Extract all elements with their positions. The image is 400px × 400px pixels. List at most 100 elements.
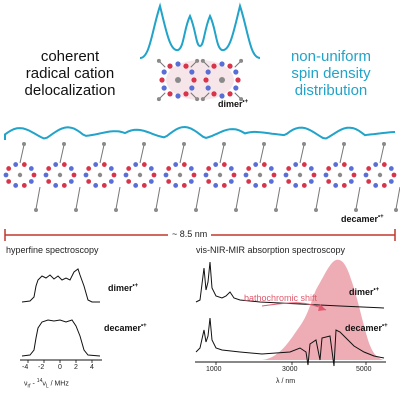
decamer-atom — [173, 162, 179, 167]
bond — [195, 186, 201, 210]
absorption-dimer-text: dimer — [349, 287, 374, 297]
decamer-atom — [46, 179, 52, 184]
absorption-panel — [195, 259, 386, 367]
dimer-atom — [219, 93, 225, 99]
decamer-atom — [311, 172, 317, 178]
decamer-aryl-atom — [342, 142, 346, 146]
absorption-decamer-label: decamer•+ — [345, 323, 388, 333]
left-caption-line-2: radical cation — [25, 65, 115, 82]
hyperfine-xlabel-L: L — [45, 383, 49, 390]
decamer-atom — [246, 166, 252, 171]
dimer-atom — [211, 63, 217, 69]
bond — [355, 186, 361, 210]
bond — [35, 186, 41, 210]
dimer-atom — [227, 91, 233, 97]
decamer-atom — [388, 179, 394, 184]
decamer-aryl-atom — [222, 142, 226, 146]
decamer-aryl-atom — [314, 208, 318, 212]
decamer-atom — [148, 166, 154, 171]
dimer-aryl-atom — [195, 97, 200, 102]
decamer-atom — [28, 179, 34, 184]
right-caption: non-uniform spin density distribution — [262, 48, 400, 99]
decamer-atom — [101, 162, 107, 167]
bond — [19, 144, 25, 164]
decamer-atom — [191, 172, 197, 178]
decamer-atom — [213, 162, 219, 167]
hyperfine-tick-3: 0 — [58, 364, 62, 371]
decamer-aryl-atom — [34, 208, 38, 212]
hyperfine-xlabel-minus: - — [30, 380, 37, 388]
hyperfine-panel — [20, 268, 102, 363]
bond — [234, 61, 241, 68]
decamer-atom — [221, 183, 227, 188]
dimer-atom — [211, 91, 217, 97]
left-caption-line-3: delocalization — [24, 82, 116, 99]
absorption-decamer-trace — [195, 317, 385, 367]
decamer-atom — [243, 172, 249, 178]
dimer-atom — [235, 77, 241, 83]
dimer-atom — [189, 85, 195, 91]
dimer-aryl-atom — [156, 97, 161, 102]
hyperfine-decamer-label: decamer•+ — [104, 323, 147, 333]
hyperfine-dimer-label: dimer•+ — [108, 283, 138, 293]
dimer-aryl-atom — [200, 58, 205, 63]
hyperfine-xlabel-rf: rf — [27, 383, 31, 390]
decamer-atom — [46, 166, 52, 171]
dimer-atom — [191, 77, 197, 83]
decamer-atom — [308, 179, 314, 184]
bond — [139, 144, 145, 164]
right-caption-line-1: non-uniform — [290, 48, 372, 65]
dimer-atom — [161, 85, 167, 91]
decamer-atom — [3, 172, 9, 178]
decamer-aryl-atom — [274, 208, 278, 212]
decamer-aryl-atom — [74, 208, 78, 212]
decamer-atom — [253, 183, 259, 188]
decamer-atom — [126, 179, 132, 184]
decamer-atom — [181, 183, 187, 188]
decamer-atom — [366, 166, 372, 171]
decamer-atom — [381, 162, 387, 167]
decamer-atom — [326, 166, 332, 171]
dimer-aryl-atom — [239, 58, 244, 63]
bond — [115, 186, 121, 210]
decamer-atom — [148, 179, 154, 184]
decamer-atom — [101, 183, 107, 188]
dimer-atom — [175, 61, 181, 67]
bond — [99, 144, 105, 164]
absorption-xlabel: λ / nm — [276, 378, 296, 385]
scale-bar-label: ~ 8.5 nm — [168, 229, 212, 239]
dimer-atom — [233, 69, 239, 75]
decamer-atom — [333, 183, 339, 188]
bond — [259, 144, 265, 164]
decamer-atom — [6, 179, 12, 184]
decamer-atom — [13, 183, 19, 188]
decamer-atom — [83, 172, 89, 178]
dimer-aryl-atom — [200, 97, 205, 102]
decamer-atom — [133, 183, 139, 188]
decamer-atom — [253, 162, 259, 167]
left-caption: coherent radical cation delocalization — [0, 48, 140, 99]
bond — [75, 186, 81, 210]
dimer-charge: •+ — [242, 99, 249, 105]
decamer-atom — [268, 166, 274, 171]
dimer-metal-atom — [175, 77, 181, 83]
decamer-aryl-atom — [194, 208, 198, 212]
decamer-atom — [21, 162, 27, 167]
decamer-aryl-atom — [354, 208, 358, 212]
decamer-metal-atom — [137, 172, 143, 178]
dimer-aryl-atom — [195, 58, 200, 63]
decamer-atom — [373, 183, 379, 188]
bond — [235, 186, 241, 210]
decamer-atom — [341, 162, 347, 167]
dimer-atom — [183, 91, 189, 97]
dimer-spin-curve — [139, 2, 261, 59]
absorption-tick-3: 5000 — [356, 366, 372, 373]
decamer-atom — [151, 172, 157, 178]
decamer-atom — [163, 172, 169, 178]
decamer-atom — [283, 172, 289, 178]
decamer-atom — [166, 179, 172, 184]
decamer-atom — [68, 179, 74, 184]
decamer-atom — [31, 172, 37, 178]
dimer-atom — [167, 91, 173, 97]
bond — [159, 61, 166, 68]
